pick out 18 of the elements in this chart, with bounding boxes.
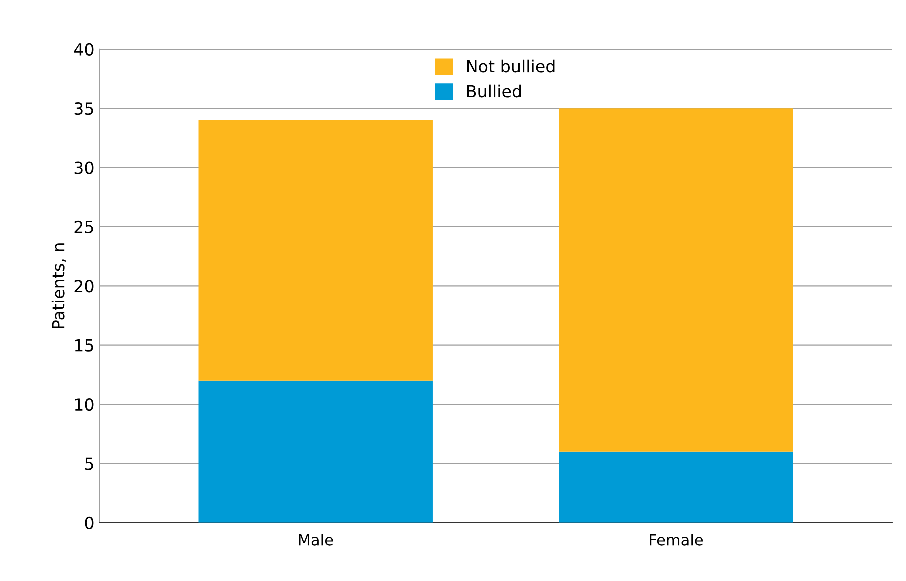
y-tick-label: 30 (74, 162, 94, 174)
y-axis-title: Patients, n (52, 244, 67, 328)
bar (559, 452, 794, 523)
y-tick-label: 35 (74, 102, 94, 116)
x-tick-label: Female (650, 534, 704, 546)
y-tick-label: 25 (74, 220, 94, 234)
bar (198, 380, 433, 523)
legend-label: Not bullied (467, 60, 555, 73)
bar (198, 120, 433, 381)
y-tick-label: 20 (74, 280, 94, 293)
legend-label: Bullied (467, 84, 522, 98)
y-tick-label: 0 (85, 516, 94, 530)
y-tick-label: 40 (74, 43, 94, 56)
y-tick-label: 15 (75, 340, 94, 352)
bar (559, 108, 794, 452)
y-tick-label: 5 (85, 458, 94, 470)
y-tick-label: 10 (75, 398, 94, 412)
x-tick-label: Male (299, 534, 334, 546)
